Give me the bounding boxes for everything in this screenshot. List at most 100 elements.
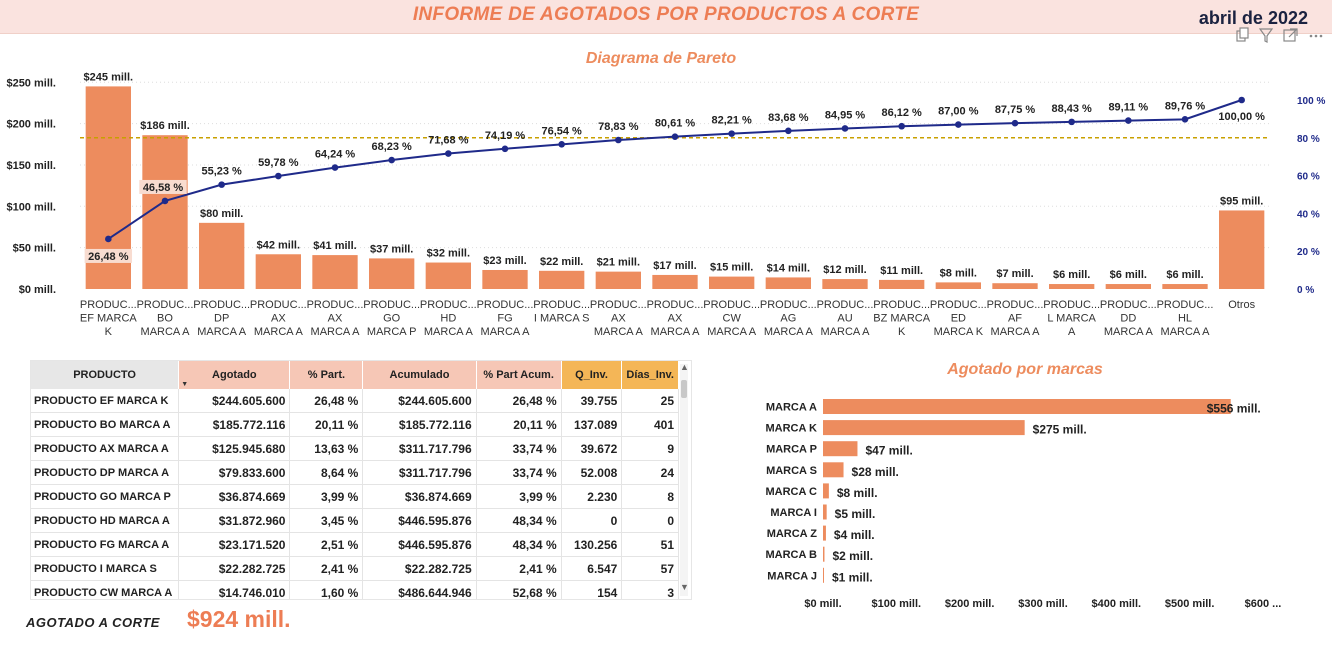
table-row[interactable]: PRODUCTO GO MARCA P $36.874.669 3,99 % $36.… bbox=[31, 484, 679, 509]
pareto-bar[interactable] bbox=[652, 274, 698, 289]
cumulative-label: 76,54 % bbox=[541, 125, 582, 137]
table-cell: $311.717.796 bbox=[362, 460, 477, 485]
pareto-bar[interactable] bbox=[1105, 284, 1151, 289]
cumulative-point[interactable] bbox=[898, 122, 905, 130]
focus-mode-icon[interactable] bbox=[1283, 28, 1298, 42]
cumulative-point[interactable] bbox=[615, 136, 622, 144]
cumulative-point[interactable] bbox=[275, 172, 282, 180]
table-scrollbar[interactable] bbox=[680, 364, 688, 596]
pareto-bar[interactable] bbox=[425, 262, 471, 289]
bar-value-label: $7 mill. bbox=[996, 268, 1033, 280]
table-row[interactable]: PRODUCTO AX MARCA A $125.945.680 13,63 % $3… bbox=[31, 436, 679, 461]
table-row[interactable]: PRODUCTO FG MARCA A $23.171.520 2,51 % $446… bbox=[31, 532, 679, 557]
bar-value-label: $11 mill. bbox=[880, 265, 923, 277]
cumulative-label: 89,11 % bbox=[1108, 102, 1148, 114]
x-tick-label: PRODUC... ED MARCA K bbox=[930, 299, 987, 338]
cumulative-point[interactable] bbox=[161, 197, 169, 205]
pareto-bar[interactable] bbox=[992, 283, 1038, 289]
brand-bar[interactable] bbox=[823, 420, 1025, 436]
cumulative-point[interactable] bbox=[445, 150, 452, 157]
brand-bar[interactable] bbox=[823, 441, 858, 457]
column-header[interactable]: % Part. bbox=[289, 361, 364, 389]
cumulative-label: 46,58 % bbox=[143, 182, 184, 194]
table-row[interactable]: PRODUCTO CW MARCA A $14.746.010 1,60 % $486… bbox=[31, 580, 679, 599]
cumulative-point[interactable] bbox=[955, 121, 962, 128]
brand-bar[interactable] bbox=[823, 546, 825, 562]
table-row[interactable]: PRODUCTO I MARCA S $22.282.725 2,41 % $22.2… bbox=[31, 556, 679, 581]
pareto-bar[interactable] bbox=[595, 271, 641, 289]
table-row[interactable]: PRODUCTO BO MARCA A $185.772.116 20,11 % $1… bbox=[31, 412, 679, 437]
cumulative-point[interactable] bbox=[671, 133, 679, 140]
pareto-bar[interactable] bbox=[369, 258, 415, 289]
column-header[interactable]: Días_Inv. bbox=[621, 361, 679, 389]
brand-bar[interactable] bbox=[823, 399, 1231, 414]
cumulative-point[interactable] bbox=[388, 156, 395, 164]
cumulative-label: 86,12 % bbox=[881, 107, 922, 119]
table-cell: PRODUCTO EF MARCA K bbox=[31, 389, 180, 413]
brand-bar[interactable] bbox=[823, 567, 824, 583]
column-header[interactable]: PRODUCTO ▼ bbox=[31, 361, 188, 389]
table-cell: 52,68 % bbox=[476, 580, 562, 599]
cumulative-point[interactable] bbox=[841, 125, 849, 132]
copy-icon[interactable] bbox=[1236, 27, 1249, 42]
table-row[interactable]: PRODUCTO HD MARCA A $31.872.960 3,45 % $446… bbox=[31, 508, 679, 533]
cumulative-point[interactable] bbox=[785, 127, 792, 135]
brand-value-label: $8 mill. bbox=[837, 486, 878, 500]
cumulative-point[interactable] bbox=[1011, 119, 1019, 127]
filter-icon[interactable] bbox=[1258, 28, 1274, 43]
cumulative-point[interactable] bbox=[1238, 96, 1245, 104]
cumulative-point[interactable] bbox=[501, 145, 509, 153]
column-header[interactable]: Agotado bbox=[178, 361, 291, 389]
brand-value-label: $556 mill. bbox=[1207, 402, 1261, 416]
pareto-bar[interactable] bbox=[879, 279, 925, 289]
table-cell: $311.717.796 bbox=[362, 436, 477, 461]
cumulative-label: 68,23 % bbox=[371, 141, 412, 153]
x-tick-label: PRODUC... I MARCA S bbox=[533, 299, 590, 325]
scroll-down-icon[interactable]: ▼ bbox=[680, 582, 689, 592]
pareto-bar[interactable] bbox=[482, 269, 528, 289]
column-header[interactable]: % Part Acum. bbox=[476, 361, 562, 389]
pareto-bar[interactable] bbox=[539, 270, 585, 289]
cumulative-point[interactable] bbox=[728, 130, 735, 137]
table-cell: 20,11 % bbox=[289, 412, 364, 437]
table-row[interactable]: PRODUCTO EF MARCA K $244.605.600 26,48 % $2… bbox=[31, 389, 679, 413]
pareto-bar[interactable] bbox=[199, 222, 245, 289]
table-cell: 26,48 % bbox=[476, 389, 562, 413]
pareto-bar[interactable] bbox=[1219, 210, 1265, 289]
sort-descending-icon[interactable]: ▼ bbox=[181, 381, 189, 388]
brand-bar[interactable] bbox=[823, 462, 844, 478]
x-tick-label: PRODUC... HL MARCA A bbox=[1157, 299, 1214, 338]
x-tick-label: PRODUC... EF MARCA K bbox=[80, 299, 138, 338]
pareto-bar[interactable] bbox=[1162, 284, 1208, 289]
table-cell: 33,74 % bbox=[476, 460, 562, 485]
more-options-icon[interactable] bbox=[1309, 34, 1323, 38]
bar-value-label: $23 mill. bbox=[483, 255, 526, 267]
brand-bar[interactable] bbox=[823, 504, 827, 520]
scroll-up-icon[interactable]: ▲ bbox=[680, 362, 689, 372]
cumulative-point[interactable] bbox=[1181, 116, 1189, 123]
column-header[interactable]: Q_Inv. bbox=[561, 361, 623, 389]
pareto-bar[interactable] bbox=[1049, 284, 1095, 289]
pareto-bar[interactable] bbox=[312, 255, 358, 289]
brand-bar[interactable] bbox=[823, 525, 826, 541]
cumulative-point[interactable] bbox=[1125, 117, 1132, 124]
cumulative-point[interactable] bbox=[331, 164, 339, 171]
cumulative-point[interactable] bbox=[218, 181, 225, 188]
cumulative-point[interactable] bbox=[558, 141, 565, 148]
brand-bar[interactable] bbox=[823, 483, 829, 499]
table-cell: 33,74 % bbox=[476, 436, 562, 461]
pareto-bar[interactable] bbox=[765, 277, 811, 289]
pareto-bar[interactable] bbox=[822, 279, 868, 289]
pareto-bar[interactable] bbox=[935, 282, 981, 289]
pareto-bar[interactable] bbox=[709, 276, 755, 289]
cumulative-label: 82,21 % bbox=[711, 115, 752, 127]
table-scroll-thumb[interactable] bbox=[681, 380, 687, 398]
column-header[interactable]: Acumulado bbox=[362, 361, 477, 389]
table-row[interactable]: PRODUCTO DP MARCA A $79.833.600 8,64 % $311… bbox=[31, 460, 679, 485]
cumulative-point[interactable] bbox=[105, 235, 112, 243]
x-tick-label: PRODUC... AF MARCA A bbox=[987, 299, 1044, 338]
table-cell: 2,41 % bbox=[476, 556, 562, 581]
table-body: PRODUCTO EF MARCA K $244.605.600 26,48 % $2… bbox=[31, 389, 679, 599]
pareto-bar[interactable] bbox=[255, 254, 301, 289]
cumulative-point[interactable] bbox=[1068, 118, 1075, 126]
